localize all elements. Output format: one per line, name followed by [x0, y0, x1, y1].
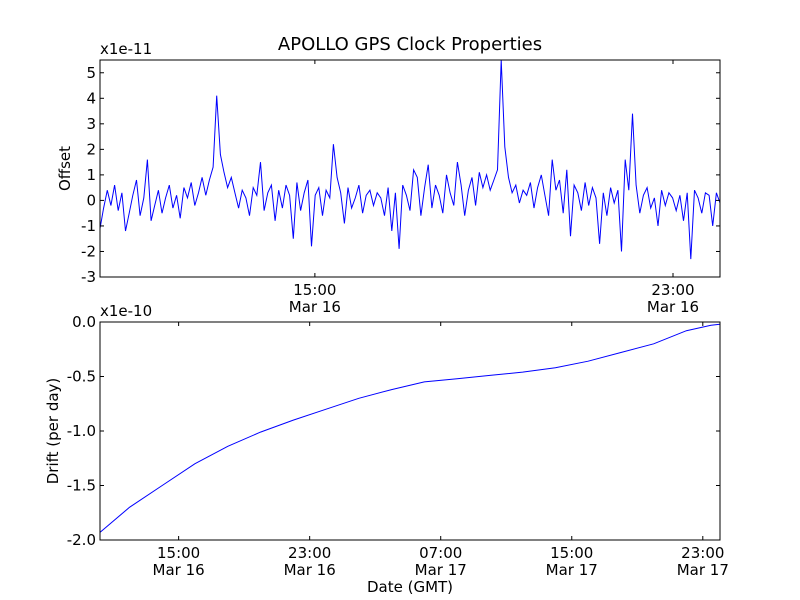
chart-title: APOLLO GPS Clock Properties	[278, 34, 542, 55]
x-tick-label-time: 15:00	[293, 281, 336, 299]
drift-series-line	[99, 323, 721, 533]
y-tick-label: 1	[86, 166, 96, 184]
plot-frame-1	[99, 321, 721, 541]
y-tick-label: -3	[81, 268, 96, 286]
x-tick-label-date: Mar 16	[153, 561, 205, 579]
y-tick-label: 4	[86, 89, 96, 107]
y-tick-label: -2	[81, 242, 96, 260]
y-tick-label: -1	[81, 217, 96, 235]
y-tick-label: 0	[86, 191, 96, 209]
y-tick-label: -1.0	[67, 422, 96, 440]
x-tick-label-time: 23:00	[681, 544, 724, 562]
y-axis-label: Drift (per day)	[44, 378, 62, 485]
x-tick-label-date: Mar 17	[546, 561, 598, 579]
x-tick-label-time: 23:00	[651, 281, 694, 299]
offset-series-line	[99, 59, 721, 260]
y-tick-label: -2.0	[67, 531, 96, 549]
plot-frame-0	[99, 59, 721, 278]
x-tick-label-time: 15:00	[157, 544, 200, 562]
x-tick-label-date: Mar 16	[284, 561, 336, 579]
y-tick-label: 5	[86, 64, 96, 82]
y-tick-label: -1.5	[67, 477, 96, 495]
y-tick-label: 0.0	[72, 313, 96, 331]
x-tick-label-date: Mar 16	[289, 298, 341, 316]
y-axis-label: Offset	[56, 146, 74, 191]
y-tick-label: 2	[86, 140, 96, 158]
x-tick-label-date: Mar 17	[677, 561, 729, 579]
axis-scale-label: x1e-10	[100, 302, 152, 320]
x-axis-label: Date (GMT)	[367, 578, 453, 596]
x-tick-label-time: 23:00	[288, 544, 331, 562]
x-tick-label-time: 15:00	[550, 544, 593, 562]
x-tick-label-date: Mar 17	[415, 561, 467, 579]
x-tick-label-time: 07:00	[419, 544, 462, 562]
x-tick-label-date: Mar 16	[647, 298, 699, 316]
axis-scale-label: x1e-11	[100, 40, 152, 58]
y-tick-label: -0.5	[67, 368, 96, 386]
y-tick-label: 3	[86, 115, 96, 133]
